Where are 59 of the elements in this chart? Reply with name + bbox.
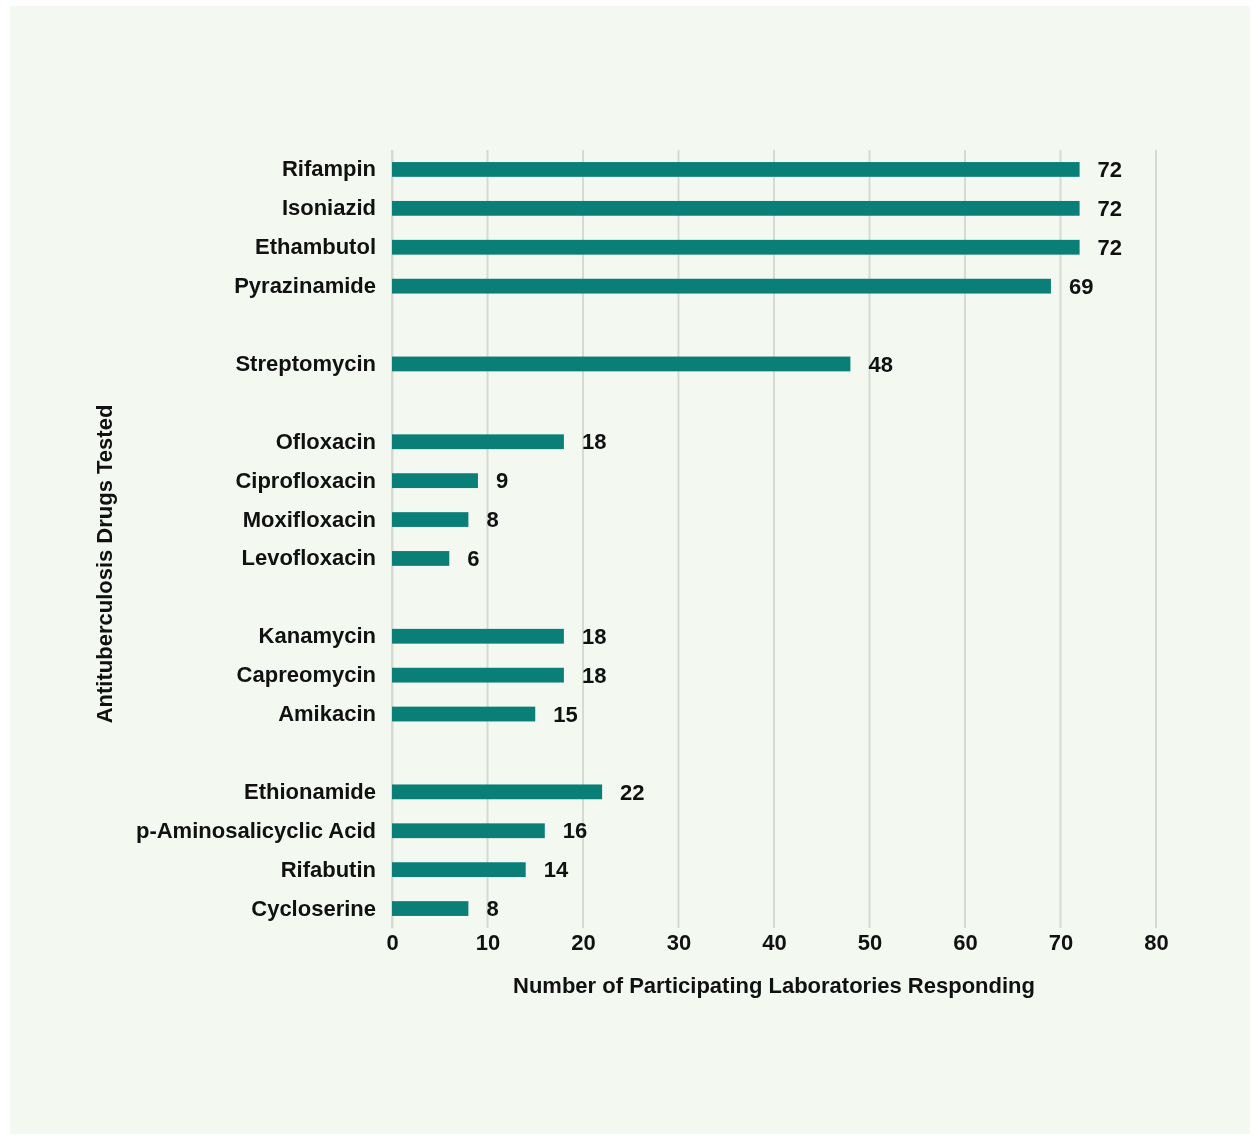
data-label: 6 (467, 546, 480, 572)
bar (392, 512, 469, 527)
data-label: 8 (486, 896, 499, 922)
y-tick-label: Capreomycin (236, 662, 376, 688)
x-tick-label: 60 (953, 929, 978, 955)
data-label: 8 (486, 507, 499, 533)
bar (392, 823, 545, 839)
y-tick-label: Rifampin (281, 156, 376, 182)
data-label: 18 (581, 623, 607, 649)
x-tick-label: 10 (475, 929, 501, 955)
bar (392, 200, 1080, 216)
data-label: 14 (543, 857, 569, 883)
data-label: 69 (1068, 273, 1094, 299)
y-tick-label: Pyrazinamide (234, 273, 376, 299)
data-label: 72 (1097, 196, 1123, 222)
y-tick-label: Ofloxacin (275, 428, 376, 454)
data-label: 9 (495, 468, 509, 494)
y-tick-label: Kanamycin (258, 623, 376, 649)
y-tick-label: Moxifloxacin (242, 506, 376, 532)
x-tick-label: 0 (386, 929, 399, 955)
y-axis-title: Antituberculosis Drugs Tested (92, 404, 117, 724)
data-label: 18 (581, 429, 607, 455)
x-tick-label: 20 (571, 929, 596, 955)
bar (392, 901, 469, 916)
x-tick-label: 40 (762, 929, 787, 955)
y-tick-label: Levofloxacin (241, 545, 376, 571)
y-tick-label: Streptomycin (235, 350, 376, 376)
bar (392, 473, 478, 489)
bar (392, 278, 1051, 294)
y-tick-label: Ethambutol (255, 234, 376, 260)
data-label: 15 (553, 701, 578, 727)
bar (392, 162, 1080, 177)
bar (392, 862, 526, 878)
data-label: 18 (581, 662, 607, 688)
bar (392, 706, 536, 722)
x-axis-title: Number of Participating Laboratories Responding (513, 973, 1035, 998)
bar (392, 667, 564, 683)
y-tick-label: Ciprofloxacin (235, 467, 376, 493)
x-tick-label: 80 (1144, 929, 1169, 955)
x-tick-label: 30 (666, 929, 692, 955)
bar (392, 356, 851, 372)
data-label: 16 (562, 818, 588, 844)
y-tick-label: Ethionamide (243, 778, 376, 804)
data-label: 22 (620, 779, 645, 805)
bar (392, 628, 564, 644)
data-label: 48 (868, 351, 893, 377)
bar (392, 551, 450, 566)
y-tick-label: Isoniazid (281, 195, 376, 221)
y-tick-label: Cycloserine (251, 895, 376, 921)
bar (392, 784, 603, 800)
y-tick-label: p-Aminosalicyclic Acid (135, 817, 376, 843)
x-tick-label: 50 (857, 929, 883, 955)
x-tick-label: 70 (1048, 929, 1074, 955)
bar (392, 434, 564, 450)
y-tick-label: Rifabutin (280, 856, 376, 882)
data-label: 72 (1097, 234, 1123, 260)
y-tick-label: Amikacin (278, 701, 376, 727)
data-label: 72 (1097, 157, 1123, 183)
bar (392, 239, 1080, 255)
